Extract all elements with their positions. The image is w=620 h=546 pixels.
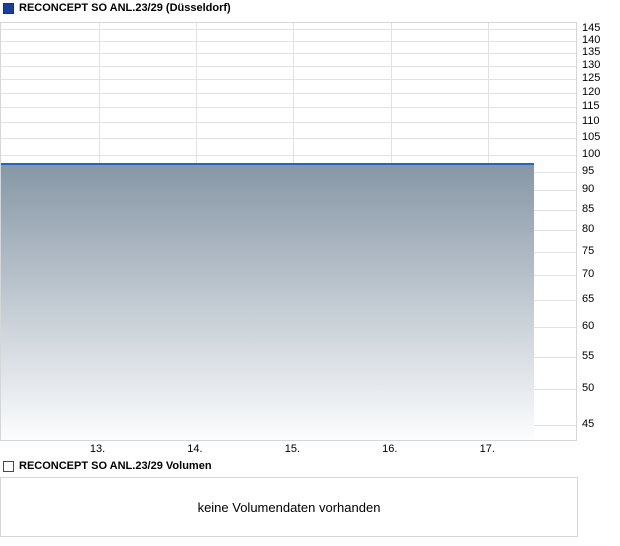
- volume-chart-title: RECONCEPT SO ANL.23/29 Volumen: [19, 460, 212, 472]
- y-tick-label: 70: [582, 268, 595, 281]
- price-line: [1, 162, 535, 165]
- y-tick-label: 105: [582, 131, 601, 143]
- no-volume-message: keine Volumendaten vorhanden: [197, 499, 381, 515]
- y-gridline: [1, 154, 576, 156]
- x-tick-label: 15.: [284, 443, 301, 455]
- y-tick-label: 95: [582, 164, 595, 177]
- y-tick-label: 110: [582, 115, 600, 128]
- y-tick-label: 85: [582, 202, 595, 215]
- price-area-fill: [1, 164, 535, 440]
- y-gridline: [1, 53, 576, 54]
- price-chart-legend: RECONCEPT SO ANL.23/29 (Düsseldorf): [0, 0, 231, 16]
- y-tick-label: 125: [582, 72, 601, 84]
- y-gridline: [1, 92, 576, 94]
- x-tick-label: 17.: [479, 443, 495, 455]
- price-plot-area: [0, 22, 577, 441]
- y-gridline: [1, 107, 576, 109]
- volume-series-color-icon: [3, 460, 14, 472]
- y-tick-label: 100: [582, 147, 601, 160]
- y-tick-label: 60: [582, 320, 595, 333]
- y-tick-label: 135: [582, 46, 601, 58]
- y-gridline: [1, 122, 576, 124]
- x-tick-label: 16.: [382, 443, 398, 455]
- y-tick-label: 140: [582, 33, 601, 46]
- y-gridline: [1, 28, 576, 30]
- volume-panel: keine Volumendaten vorhanden: [0, 477, 578, 537]
- x-tick-label: 14.: [187, 443, 203, 455]
- price-chart-title: RECONCEPT SO ANL.23/29 (Düsseldorf): [19, 2, 231, 14]
- y-gridline: [1, 79, 576, 80]
- y-tick-label: 50: [582, 382, 595, 394]
- y-tick-label: 80: [582, 223, 595, 235]
- y-tick-label: 120: [582, 85, 601, 98]
- y-tick-label: 55: [582, 349, 595, 362]
- y-tick-label: 90: [582, 183, 595, 196]
- y-gridline: [1, 65, 576, 67]
- y-tick-label: 115: [582, 100, 600, 113]
- y-gridline: [1, 138, 576, 139]
- y-tick-label: 130: [582, 58, 601, 71]
- y-tick-label: 145: [582, 21, 601, 34]
- x-tick-label: 13.: [89, 443, 106, 455]
- y-gridline: [1, 40, 576, 42]
- y-tick-label: 75: [582, 244, 595, 257]
- volume-legend: RECONCEPT SO ANL.23/29 Volumen: [0, 458, 212, 474]
- y-tick-label: 65: [582, 293, 595, 306]
- y-tick-label: 45: [582, 417, 595, 430]
- price-series-color-icon: [3, 2, 14, 14]
